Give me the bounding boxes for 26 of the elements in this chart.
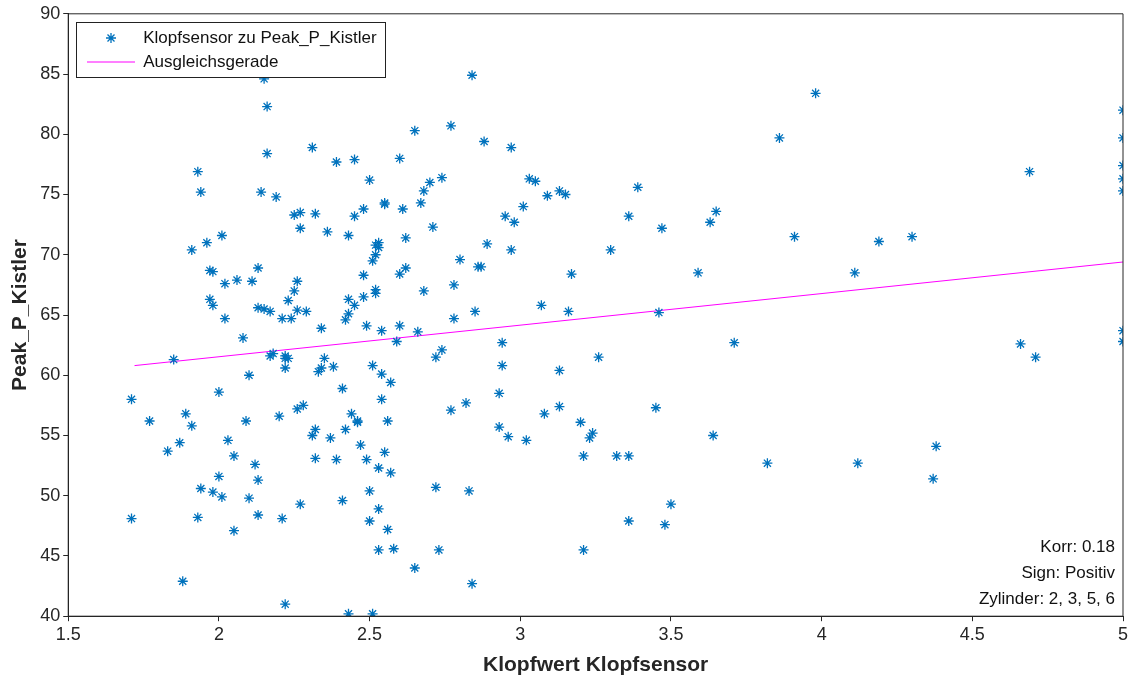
annotation: Sign: Positiv <box>1021 563 1116 583</box>
x-tick-label: 3 <box>515 623 526 644</box>
legend-label: Klopfsensor zu Peak_P_Kistler <box>143 27 377 48</box>
x-tick-label: 5 <box>1117 623 1129 644</box>
x-tick-label: 1.5 <box>55 623 81 644</box>
y-tick-label: 45 <box>40 544 61 565</box>
y-tick-label: 50 <box>40 484 61 505</box>
legend-label: Ausgleichsgerade <box>143 51 279 72</box>
y-tick-label: 90 <box>40 2 61 23</box>
annotation: Korr: 0.18 <box>1040 537 1115 557</box>
y-tick-label: 40 <box>40 605 61 626</box>
y-tick-label: 55 <box>40 424 61 445</box>
x-tick-label: 2.5 <box>357 623 383 644</box>
x-tick-label: 2 <box>213 623 224 644</box>
y-tick-label: 75 <box>40 183 61 204</box>
annotation: Zylinder: 2, 3, 5, 6 <box>978 589 1115 609</box>
x-tick-label: 3.5 <box>658 623 684 644</box>
y-axis-title: Peak_P_Kistler <box>7 239 31 391</box>
x-tick-label: 4 <box>816 623 827 644</box>
y-tick-label: 85 <box>40 63 61 84</box>
x-axis-title: Klopfwert Klopfsensor <box>483 652 709 676</box>
y-tick-label: 80 <box>40 123 61 144</box>
y-tick-label: 65 <box>40 303 61 324</box>
y-tick-label: 70 <box>40 243 61 264</box>
y-tick-label: 60 <box>40 364 61 385</box>
x-tick-label: 4.5 <box>959 623 985 644</box>
